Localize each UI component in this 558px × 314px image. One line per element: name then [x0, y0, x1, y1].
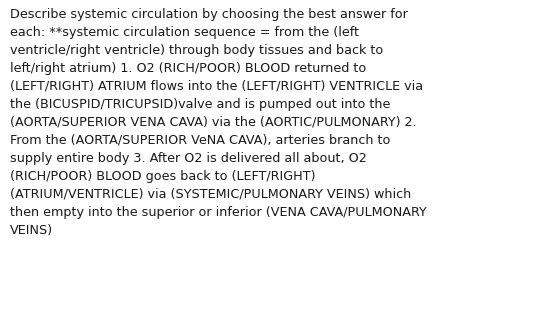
Text: Describe systemic circulation by choosing the best answer for
each: **systemic c: Describe systemic circulation by choosin… [10, 8, 427, 237]
